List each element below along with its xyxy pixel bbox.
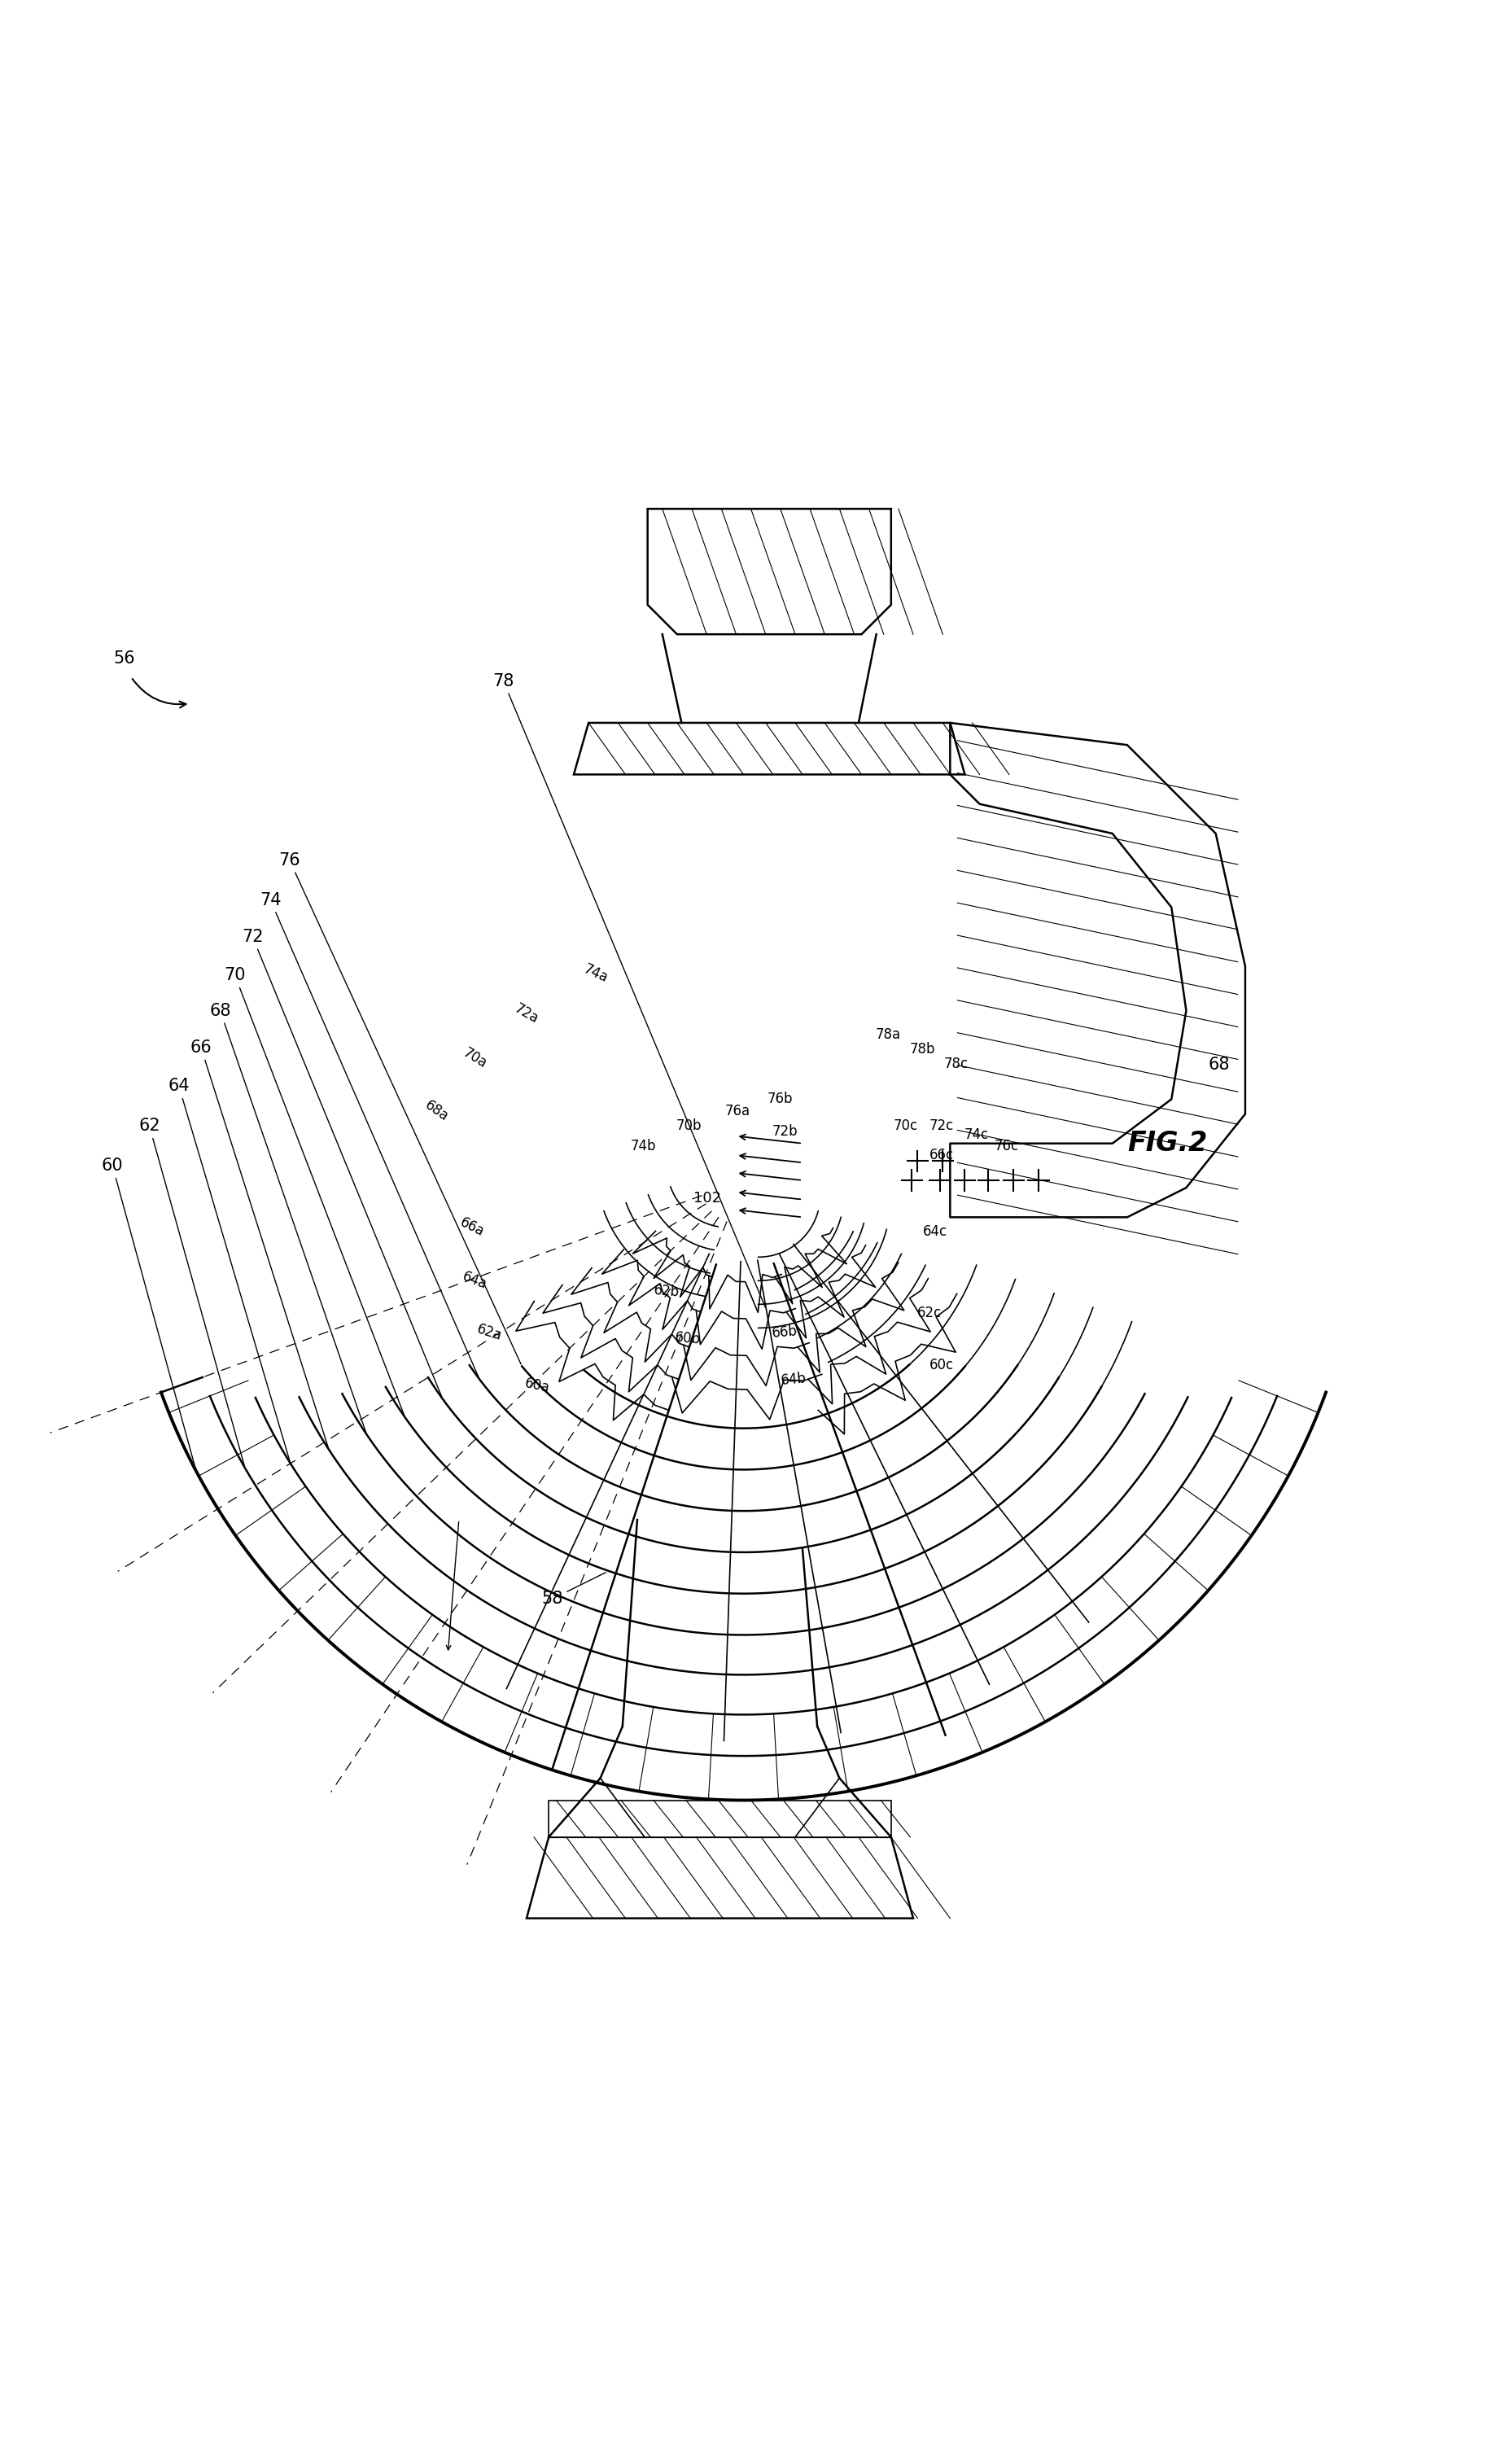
Text: 74: 74 [259,892,479,1377]
Text: 78a: 78a [876,1027,901,1042]
Text: 60a: 60a [523,1375,550,1395]
Text: 70: 70 [225,966,404,1414]
Text: 76b: 76b [767,1092,793,1106]
Text: 74c: 74c [965,1126,989,1141]
Text: 74a: 74a [581,961,611,986]
Text: 70a: 70a [461,1045,489,1072]
Text: 74b: 74b [630,1138,656,1153]
Text: 64a: 64a [461,1269,489,1291]
Text: 66c: 66c [929,1148,953,1163]
Text: 72a: 72a [512,1000,541,1027]
Text: 76a: 76a [726,1104,751,1119]
Text: 76c: 76c [993,1138,1019,1153]
Text: 62: 62 [138,1119,244,1466]
Polygon shape [549,1801,891,1838]
Text: 64b: 64b [781,1370,807,1387]
Polygon shape [526,1838,913,1919]
Text: 70b: 70b [677,1119,702,1133]
Text: 70c: 70c [894,1119,917,1133]
Text: 78: 78 [492,673,766,1308]
Text: 64c: 64c [923,1225,947,1239]
Text: 72b: 72b [772,1124,797,1138]
Text: 72c: 72c [929,1119,953,1133]
Text: 58: 58 [541,1572,605,1607]
Text: 66b: 66b [772,1323,799,1340]
Text: 76: 76 [278,853,520,1365]
Polygon shape [574,722,965,774]
Text: 64: 64 [168,1077,290,1461]
Text: 60c: 60c [929,1358,953,1372]
Text: FIG.2: FIG.2 [1127,1129,1207,1156]
Text: 78b: 78b [909,1042,935,1057]
Text: 102: 102 [693,1190,721,1205]
Text: 68: 68 [210,1003,366,1432]
Text: 68: 68 [1209,1057,1230,1072]
Text: 60b: 60b [674,1331,700,1348]
Text: 68a: 68a [422,1096,451,1124]
Text: 62c: 62c [917,1306,941,1321]
Text: 72: 72 [242,929,442,1397]
Text: 60: 60 [101,1158,196,1469]
Text: 62a: 62a [476,1321,504,1343]
Text: 66: 66 [190,1040,329,1446]
Text: 66a: 66a [458,1215,486,1239]
Text: 62b: 62b [653,1284,680,1299]
Text: 56: 56 [113,650,135,668]
Text: 78c: 78c [944,1057,968,1072]
Polygon shape [647,510,891,633]
